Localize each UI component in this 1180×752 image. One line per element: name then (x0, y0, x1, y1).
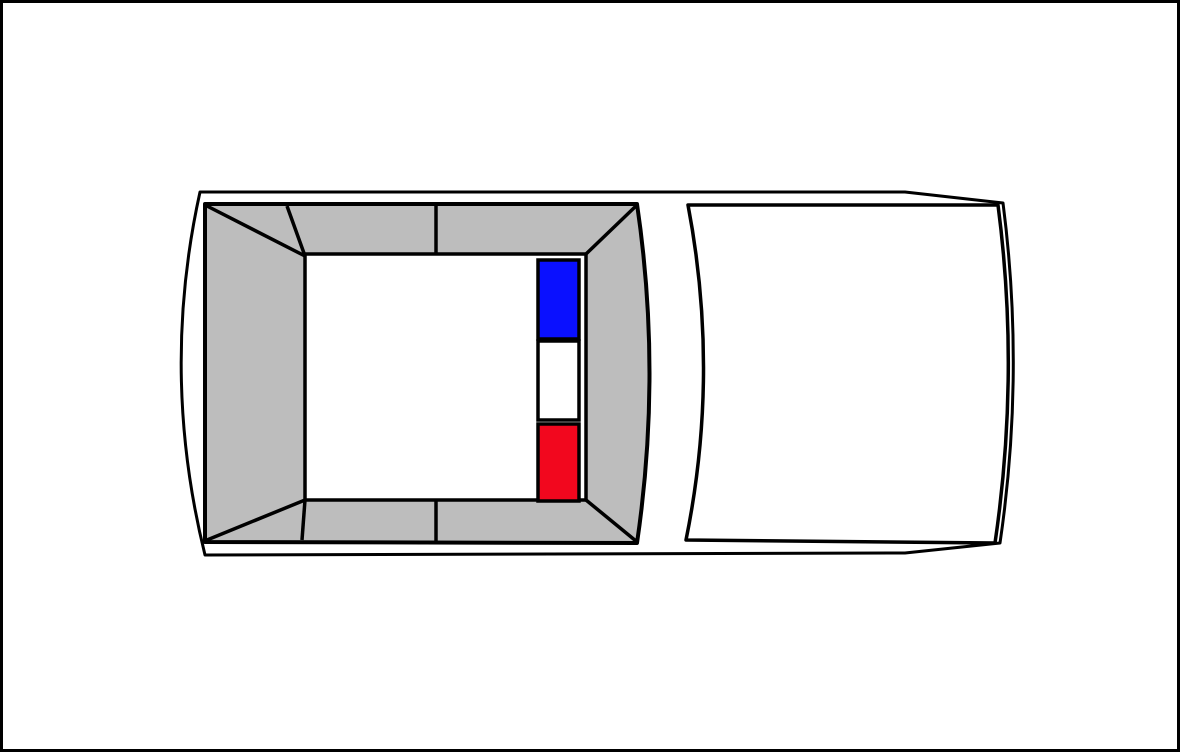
light-bar-red-segment (536, 422, 581, 503)
police-car (179, 190, 1015, 557)
pillar-line-front-right (584, 204, 638, 256)
light-bar (536, 258, 581, 503)
pillar-line-rear-right (584, 498, 638, 543)
light-bar-white-segment (536, 339, 581, 422)
window-divider-bottom-a (300, 499, 307, 541)
pillar-line-rear-left (206, 498, 306, 542)
pillar-line-front-left (206, 204, 306, 258)
hood-panel (684, 203, 1011, 545)
window-dividers (206, 204, 638, 543)
window-divider-top-a (285, 205, 307, 257)
cabin (203, 202, 652, 545)
light-bar-blue-segment (536, 258, 581, 341)
